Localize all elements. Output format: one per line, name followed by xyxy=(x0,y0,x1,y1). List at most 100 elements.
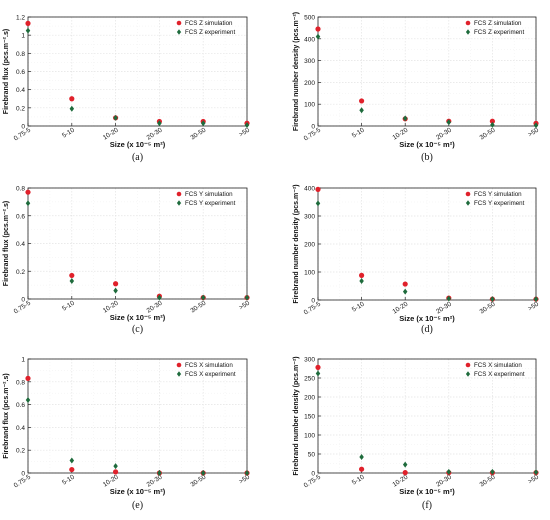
y-axis-label: Firebrand number density (pcs.m⁻²) xyxy=(293,356,300,475)
data-point-simulation xyxy=(315,364,321,370)
data-point-simulation xyxy=(25,20,31,26)
y-tick-label: 0 xyxy=(311,124,315,131)
legend-marker-simulation xyxy=(176,20,182,26)
data-point-experiment xyxy=(244,122,250,129)
y-tick-label: 0.8 xyxy=(16,51,25,58)
x-axis-label: Size (x 10⁻⁵ m²) xyxy=(399,314,455,323)
data-point-experiment xyxy=(533,469,539,476)
data-point-simulation xyxy=(489,118,495,124)
legend-marker-experiment xyxy=(176,29,182,35)
data-point-simulation xyxy=(113,469,119,475)
x-tick-label: 5-10 xyxy=(61,300,76,313)
y-tick-label: 100 xyxy=(304,433,315,440)
data-point-experiment xyxy=(25,397,31,404)
data-point-experiment xyxy=(359,107,364,114)
y-axis-label: Firebrand number density (pcs.m⁻²) xyxy=(293,184,300,303)
chart-panel-c: 00.20.40.60.80.75-5 5-10 10-20 20-30 30-50 >5… xyxy=(3,186,251,336)
x-tick-label: 5-10 xyxy=(61,127,76,140)
x-axis-label: Size (x 10⁻⁵ m²) xyxy=(110,140,166,149)
y-tick-label: 1 xyxy=(21,33,25,40)
data-point-simulation xyxy=(402,281,408,287)
data-point-experiment xyxy=(315,370,321,377)
x-tick-label: 30-50 xyxy=(189,474,207,489)
x-tick-label: >50 xyxy=(527,474,540,486)
data-point-experiment xyxy=(490,296,495,303)
y-tick-label: 200 xyxy=(304,395,315,402)
legend-entry: FCS Y simulation xyxy=(185,191,233,198)
data-point-simulation xyxy=(113,281,119,287)
x-tick-label: >50 xyxy=(238,127,251,139)
y-tick-label: 400 xyxy=(304,186,315,193)
y-tick-label: 0.2 xyxy=(16,105,25,112)
legend-marker-simulation xyxy=(465,20,471,26)
legend-marker-simulation xyxy=(176,191,182,197)
x-tick-label: 30-50 xyxy=(189,300,207,315)
panel-label: (f) xyxy=(422,500,432,511)
x-tick-label: 30-50 xyxy=(479,474,497,489)
y-tick-label: 100 xyxy=(304,270,315,277)
x-tick-label: 5-10 xyxy=(351,474,366,487)
legend-entry: FCS Z simulation xyxy=(185,20,233,27)
data-point-experiment xyxy=(402,115,408,122)
data-point-experiment xyxy=(402,461,408,468)
data-point-simulation xyxy=(25,375,31,381)
data-point-experiment xyxy=(359,277,364,284)
legend-marker-simulation xyxy=(465,191,471,197)
y-tick-label: 0 xyxy=(21,124,25,131)
x-axis-label: Size (x 10⁻⁵ m²) xyxy=(399,487,455,496)
legend-entry: FCS Y experiment xyxy=(474,200,525,207)
x-tick-label: 5-10 xyxy=(61,474,76,487)
data-point-experiment xyxy=(157,120,162,127)
panel-label: (a) xyxy=(132,152,143,163)
panel-label: (b) xyxy=(421,152,433,163)
x-axis-label: Size (x 10⁻⁵ m²) xyxy=(110,487,166,496)
data-point-experiment xyxy=(315,200,321,207)
y-tick-label: 0.6 xyxy=(16,69,25,76)
data-point-experiment xyxy=(113,114,118,121)
data-point-simulation xyxy=(69,272,75,279)
data-point-simulation xyxy=(315,26,321,32)
data-point-simulation xyxy=(69,466,75,473)
data-point-experiment xyxy=(157,294,162,301)
data-point-experiment xyxy=(113,287,118,294)
x-tick-label: >50 xyxy=(238,300,251,312)
x-tick-label: 30-50 xyxy=(479,301,497,316)
data-point-experiment xyxy=(200,470,206,476)
legend-marker-experiment xyxy=(465,371,471,377)
x-axis-label: Size (x 10⁻⁵ m²) xyxy=(110,313,166,322)
legend-entry: FCS Y experiment xyxy=(185,200,236,207)
x-tick-label: 5-10 xyxy=(351,301,366,314)
chart-panel-e: 00.20.40.60.810.75-5 5-10 10-20 20-30 30-50 >… xyxy=(3,357,251,512)
data-point-experiment xyxy=(69,277,75,284)
y-tick-label: 200 xyxy=(304,242,315,249)
y-tick-label: 0.4 xyxy=(16,241,25,248)
legend-entry: FCS X simulation xyxy=(185,362,233,369)
y-tick-label: 0.2 xyxy=(16,448,25,455)
y-tick-label: 50 xyxy=(308,452,316,459)
panel-label: (e) xyxy=(132,500,143,511)
x-tick-label: 5-10 xyxy=(351,127,366,140)
legend-marker-experiment xyxy=(465,200,471,206)
data-point-simulation xyxy=(359,272,365,278)
y-tick-label: 0 xyxy=(311,298,315,305)
data-point-experiment xyxy=(25,200,31,207)
y-axis-label: Firebrand flux (pcs.m⁻².s) xyxy=(3,29,10,114)
data-point-experiment xyxy=(244,294,250,301)
legend-entry: FCS X experiment xyxy=(474,371,525,378)
y-tick-label: 0.8 xyxy=(16,379,25,386)
x-tick-label: 30-50 xyxy=(479,127,497,142)
legend-marker-experiment xyxy=(465,29,471,35)
data-point-experiment xyxy=(533,296,539,303)
y-axis-label: Firebrand number density (pcs.m⁻²) xyxy=(293,12,300,131)
data-point-simulation xyxy=(25,189,31,195)
y-tick-label: 0.4 xyxy=(16,87,25,94)
y-tick-label: 300 xyxy=(304,214,315,221)
data-point-experiment xyxy=(200,120,206,127)
data-point-experiment xyxy=(446,119,452,126)
y-tick-label: 0.6 xyxy=(16,402,25,409)
data-point-experiment xyxy=(490,121,495,128)
y-tick-label: 0.4 xyxy=(16,425,25,432)
data-point-experiment xyxy=(244,470,250,476)
